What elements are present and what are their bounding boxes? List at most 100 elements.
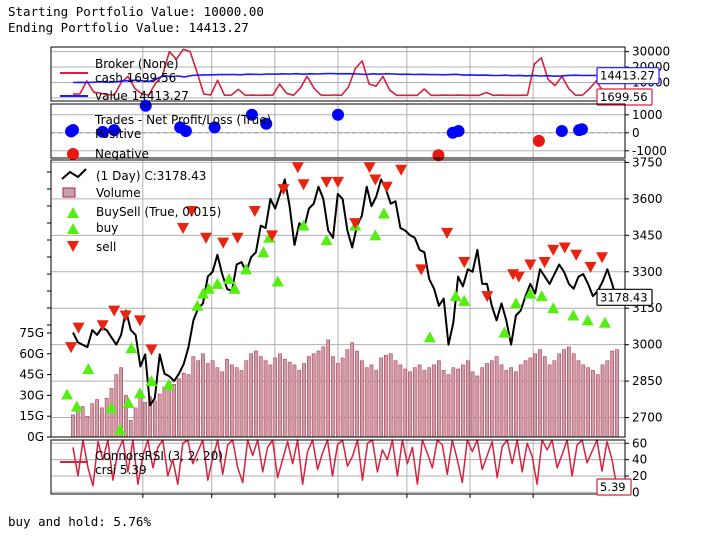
buy-marker	[82, 362, 95, 374]
value-last-label: 14413.27	[600, 69, 655, 83]
volume-bar	[461, 364, 465, 438]
volume-bar	[167, 381, 172, 438]
broker-tick-label: 30000	[632, 45, 670, 59]
cash-legend-label: cash 1699.56	[95, 71, 176, 85]
sell-marker	[380, 181, 393, 193]
volume-bar	[335, 363, 340, 438]
buy-marker	[509, 297, 522, 309]
volume-bar	[518, 364, 523, 438]
sell-marker	[72, 322, 85, 334]
volume-bar	[340, 357, 345, 438]
buy-marker	[377, 207, 390, 219]
trades-tick-label: 0	[632, 126, 640, 140]
buy-marker	[145, 375, 158, 387]
volume-bar	[201, 353, 205, 438]
volume-bar	[403, 368, 408, 438]
positive-trade-dot	[108, 124, 121, 137]
volume-bar	[263, 360, 268, 438]
volume-bar	[567, 346, 571, 438]
sell-marker	[524, 259, 537, 271]
sell-marker	[177, 223, 190, 235]
buy-marker	[240, 263, 253, 275]
rsi-legend-title: ConnorsRSI (3, 2, 20)	[95, 449, 223, 463]
volume-bar	[292, 364, 297, 438]
volume-bar	[393, 360, 398, 438]
buy-marker	[122, 396, 135, 408]
volume-bar	[234, 367, 239, 438]
volume-bar	[152, 400, 157, 438]
volume-bar	[359, 360, 364, 438]
sell-marker	[217, 237, 230, 249]
volume-bar	[494, 356, 499, 438]
volume-bar	[273, 357, 278, 438]
volume-bar	[427, 367, 432, 438]
volume-bar	[254, 350, 258, 438]
starting-value-line: Starting Portfolio Value: 10000.00	[8, 4, 264, 19]
sell-marker	[349, 218, 362, 230]
volume-tick-label: 30G	[19, 388, 44, 402]
volume-bar	[345, 349, 350, 438]
volume-bar	[181, 372, 186, 438]
volume-bar	[249, 353, 253, 438]
sell-marker	[108, 305, 121, 317]
volume-bar	[610, 350, 615, 438]
volume-bar	[485, 363, 489, 438]
volume-bar	[489, 360, 494, 438]
volume-bar	[316, 350, 321, 438]
buy-marker	[61, 388, 74, 400]
buy-marker	[567, 309, 580, 321]
buy-marker	[113, 423, 126, 435]
sell-marker	[185, 206, 198, 218]
volume-bar	[230, 364, 234, 438]
sell-marker	[199, 232, 212, 244]
sell-marker	[395, 164, 408, 176]
volume-bar	[287, 361, 292, 438]
volume-bar	[225, 359, 229, 438]
buy-marker	[105, 401, 118, 413]
positive-trade-dot	[96, 125, 109, 138]
sell-marker	[481, 291, 494, 303]
volume-bar	[364, 367, 369, 438]
volume-bar	[605, 360, 610, 438]
volume-bar	[557, 353, 562, 438]
volume-bar	[432, 364, 436, 438]
volume-bar	[71, 414, 75, 438]
buy-marker	[297, 219, 310, 231]
sell-marker	[119, 310, 132, 322]
volume-bar	[552, 360, 557, 438]
buysell-legend-label: BuySell (True, 0.015)	[96, 205, 221, 219]
volume-bar	[172, 384, 176, 438]
ending-value-line: Ending Portfolio Value: 14413.27	[8, 20, 249, 35]
positive-trade-dot	[452, 125, 465, 137]
volume-bar	[451, 367, 456, 438]
sell-legend-label: sell	[96, 240, 116, 254]
rsi-tick-label: 60	[632, 436, 647, 450]
buy-legend-label: buy	[96, 221, 118, 235]
buy-marker	[369, 229, 382, 241]
buy-marker	[524, 287, 537, 299]
volume-bar	[591, 370, 595, 438]
positive-trade-dot	[332, 108, 344, 121]
volume-bar	[215, 367, 220, 438]
buy-and-hold-line: buy and hold: 5.76%	[8, 514, 151, 529]
rsi-tick-label: 40	[632, 453, 647, 467]
volume-bar	[143, 402, 148, 438]
volume-bar	[586, 367, 590, 438]
sell-marker	[369, 174, 382, 186]
sell-marker	[248, 206, 261, 218]
volume-bar	[412, 367, 417, 438]
buy-marker	[228, 282, 241, 294]
volume-bar	[437, 360, 441, 438]
price-tick-label: 3750	[632, 155, 663, 169]
negative-legend-marker	[67, 148, 79, 160]
volume-bar	[576, 360, 581, 438]
price-tick-label: 3600	[632, 192, 663, 206]
volume-bar	[504, 370, 509, 438]
sell-marker	[538, 257, 551, 269]
volume-bar	[177, 378, 181, 438]
volume-bar	[581, 364, 586, 438]
volume-bar	[355, 350, 359, 438]
buy-marker	[162, 378, 175, 390]
volume-bar	[114, 374, 119, 438]
volume-bar	[417, 364, 422, 438]
